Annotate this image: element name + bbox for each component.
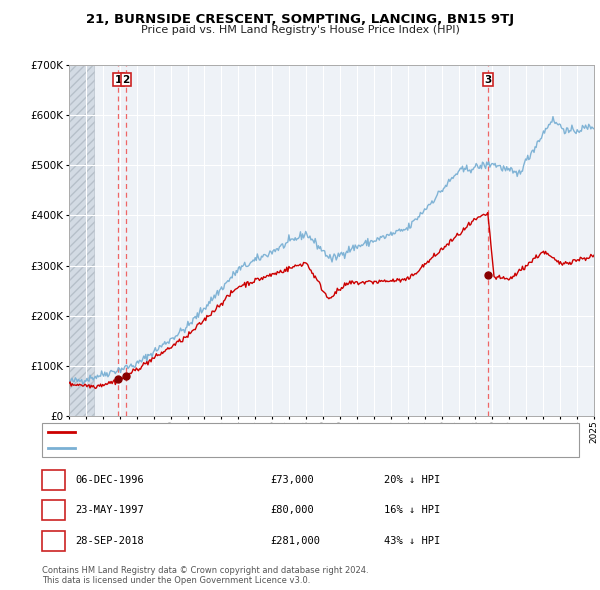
Text: 2: 2: [122, 75, 130, 85]
Text: £73,000: £73,000: [270, 475, 314, 484]
Text: HPI: Average price, detached house, Adur: HPI: Average price, detached house, Adur: [80, 443, 284, 453]
Text: 2: 2: [50, 506, 57, 515]
Text: 3: 3: [50, 536, 57, 546]
Text: £281,000: £281,000: [270, 536, 320, 546]
Text: 21, BURNSIDE CRESCENT, SOMPTING, LANCING, BN15 9TJ: 21, BURNSIDE CRESCENT, SOMPTING, LANCING…: [86, 13, 514, 26]
Text: 16% ↓ HPI: 16% ↓ HPI: [384, 506, 440, 515]
Text: 28-SEP-2018: 28-SEP-2018: [75, 536, 144, 546]
Text: 06-DEC-1996: 06-DEC-1996: [75, 475, 144, 484]
Text: 1: 1: [50, 475, 57, 484]
Text: Price paid vs. HM Land Registry's House Price Index (HPI): Price paid vs. HM Land Registry's House …: [140, 25, 460, 35]
Text: 20% ↓ HPI: 20% ↓ HPI: [384, 475, 440, 484]
Text: Contains HM Land Registry data © Crown copyright and database right 2024.
This d: Contains HM Land Registry data © Crown c…: [42, 566, 368, 585]
Bar: [69, 65, 94, 416]
Text: £80,000: £80,000: [270, 506, 314, 515]
Text: 21, BURNSIDE CRESCENT, SOMPTING, LANCING, BN15 9TJ (detached house): 21, BURNSIDE CRESCENT, SOMPTING, LANCING…: [80, 427, 453, 437]
Text: 43% ↓ HPI: 43% ↓ HPI: [384, 536, 440, 546]
Text: 1: 1: [115, 75, 122, 85]
Text: 3: 3: [484, 75, 491, 85]
Text: 23-MAY-1997: 23-MAY-1997: [75, 506, 144, 515]
